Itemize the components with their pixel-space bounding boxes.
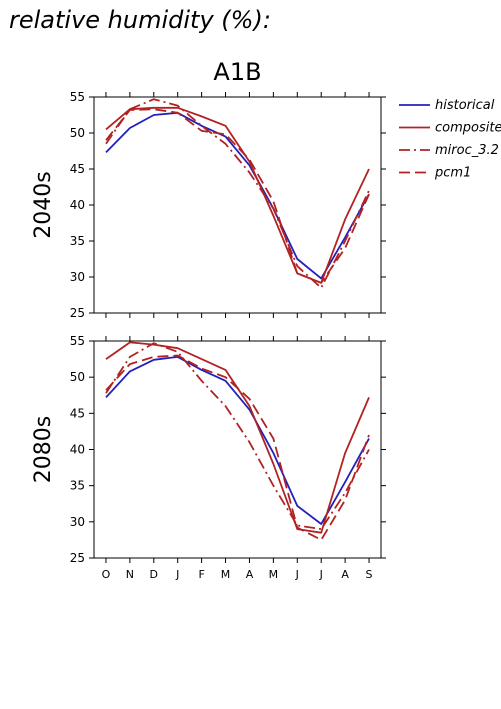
x-tick-label: A (246, 568, 254, 581)
y-tick-label: 50 (70, 126, 85, 140)
y-axis-label: 2080s (31, 416, 56, 483)
series-line-miroc-3-2 (105, 98, 370, 289)
legend-label: composite (435, 121, 501, 136)
y-tick-label: 40 (70, 198, 85, 212)
y-tick-label: 25 (70, 551, 85, 565)
x-tick-label: J (295, 568, 299, 581)
chart-panel-1: 25 30 35 40 45 50 55 A1B 2040s (31, 58, 386, 320)
y-tick-label: 55 (70, 90, 85, 104)
y-tick-label: 45 (70, 406, 85, 420)
y-tick-label: 40 (70, 443, 85, 457)
x-tick-label: F (198, 568, 204, 581)
series-line-pcm1 (105, 354, 370, 541)
x-tick-label: J (319, 568, 323, 581)
series-line-miroc-3-2 (105, 342, 370, 530)
x-tick-label: N (126, 568, 134, 581)
legend-label: pcm1 (434, 166, 471, 181)
y-tick-label: 25 (70, 306, 85, 320)
x-tick-label: M (221, 568, 231, 581)
x-tick-label: S (366, 568, 373, 581)
y-tick-label: 55 (70, 334, 85, 348)
y-tick-label: 45 (70, 162, 85, 176)
panel-title: A1B (213, 58, 261, 86)
series-line-historical (105, 111, 370, 280)
plot-frame (93, 96, 382, 314)
legend-label: miroc_3.2 (435, 143, 499, 158)
figure-title: relative humidity (%): (9, 6, 271, 34)
y-axis-label: 2040s (31, 171, 56, 238)
x-tick-label: A (341, 568, 349, 581)
y-tick-label: 35 (70, 234, 85, 248)
series-line-historical (105, 355, 370, 525)
y-tick-label: 30 (70, 270, 85, 284)
x-tick-label: J (175, 568, 179, 581)
x-tick-label: M (269, 568, 279, 581)
series-line-composite (105, 106, 370, 284)
legend-label: historical (435, 98, 495, 113)
y-tick-label: 50 (70, 370, 85, 384)
series-line-pcm1 (105, 108, 370, 284)
series-line-composite (105, 341, 370, 534)
y-tick-label: 30 (70, 515, 85, 529)
plot-frame (93, 340, 382, 559)
x-tick-label: D (150, 568, 158, 581)
x-tick-label: O (102, 568, 111, 581)
y-tick-label: 35 (70, 479, 85, 493)
chart-panel-2: 25 30 35 40 45 50 55 O N D J F M A M J J A S 2080s (31, 334, 386, 581)
